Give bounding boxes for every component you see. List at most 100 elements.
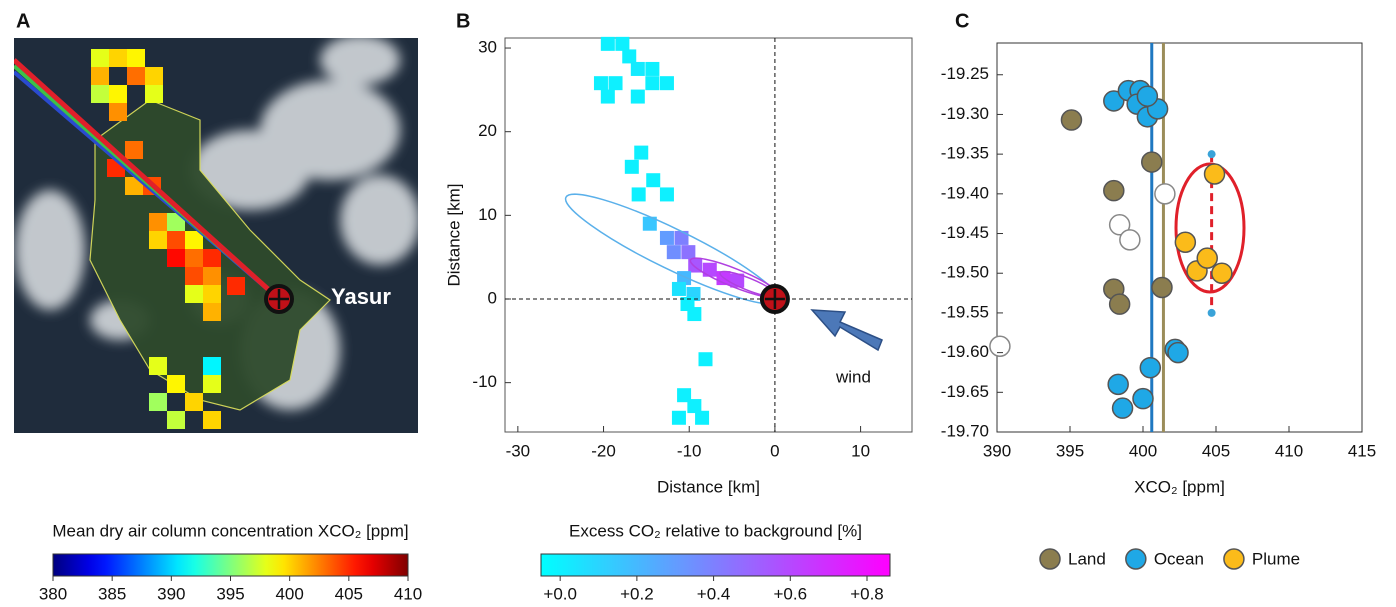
panel-label: C — [955, 10, 969, 32]
colorbar-title: Excess CO₂ relative to background [%] — [569, 521, 862, 540]
x-tick-label: 10 — [851, 441, 870, 460]
x-tick-label: 415 — [1348, 441, 1376, 460]
colorbar-tick-label: +0.4 — [697, 584, 731, 603]
point — [1136, 85, 1159, 107]
plot-frame — [504, 37, 913, 433]
x-axis-label: XCO₂ [ppm] — [1134, 477, 1225, 496]
point — [1196, 247, 1218, 269]
plot-frame — [996, 42, 1363, 433]
cell — [630, 61, 645, 76]
y-tick-label: -19.65 — [941, 382, 989, 401]
colorbar-tick-label: 405 — [335, 584, 363, 603]
point — [1119, 229, 1141, 251]
pixel — [127, 49, 145, 67]
x-tick-label: 405 — [1202, 441, 1230, 460]
cell — [642, 216, 657, 231]
point — [1211, 262, 1233, 284]
y-tick-label: 10 — [478, 205, 497, 224]
x-tick-label: 395 — [1056, 441, 1084, 460]
pixel — [185, 231, 203, 249]
pixel — [203, 249, 221, 267]
colorbar-tick-label: +0.8 — [850, 584, 884, 603]
colorbar-tick-label: 385 — [98, 584, 126, 603]
pixel — [203, 357, 221, 375]
x-tick-label: 0 — [770, 441, 779, 460]
point — [1103, 90, 1125, 112]
point — [1060, 109, 1083, 131]
point — [1107, 373, 1129, 396]
cell — [624, 159, 639, 174]
x-tick-label: 410 — [1275, 441, 1303, 460]
pixel — [109, 85, 127, 103]
pixel — [203, 375, 221, 393]
pixel — [167, 375, 185, 393]
cell — [659, 187, 674, 202]
cell — [645, 61, 660, 76]
cell — [659, 230, 674, 245]
legend-swatch — [1125, 548, 1147, 570]
point — [1103, 179, 1125, 202]
point — [1167, 341, 1189, 364]
point — [1154, 183, 1176, 205]
pixel — [203, 411, 221, 429]
cell — [622, 49, 637, 64]
y-tick-label: -19.70 — [941, 421, 989, 440]
cells — [593, 36, 745, 425]
point — [1108, 214, 1131, 236]
y-axis-label: Distance [km] — [444, 184, 463, 287]
pixel — [125, 141, 143, 159]
x-axis-label: Distance [km] — [657, 477, 760, 496]
legend-swatch — [1223, 548, 1245, 570]
pixel — [167, 213, 185, 231]
y-tick-label: -19.45 — [941, 223, 989, 242]
point — [1141, 151, 1163, 173]
pixel — [109, 103, 127, 121]
y-tick-label: -19.30 — [941, 104, 989, 123]
wind-arrow — [810, 309, 883, 352]
panel-label: A — [16, 10, 30, 32]
volcano-cross — [764, 288, 785, 309]
x-tick-label: -10 — [677, 441, 702, 460]
error-cap — [1207, 308, 1216, 317]
colorbar-tick-label: 410 — [394, 584, 422, 603]
pixel — [149, 357, 167, 375]
cell — [631, 187, 646, 202]
colorbar-tick-label: 400 — [275, 584, 303, 603]
pixel — [91, 49, 109, 67]
cell — [695, 410, 710, 425]
colorbar-title: Mean dry air column concentration XCO₂ [… — [52, 521, 408, 540]
pixel — [149, 213, 167, 231]
error-cap — [1207, 150, 1216, 159]
cell — [671, 281, 686, 296]
cell — [600, 36, 615, 51]
point — [1108, 293, 1131, 315]
y-tick-label: 20 — [478, 121, 497, 140]
y-tick-label: -10 — [472, 372, 497, 391]
panel-label: B — [456, 10, 470, 32]
cell — [659, 76, 674, 91]
pixel — [185, 393, 203, 411]
cell — [666, 245, 681, 260]
cell — [687, 307, 702, 322]
colorbar — [540, 553, 891, 577]
wind-label: wind — [835, 367, 871, 386]
y-tick-label: -19.40 — [941, 183, 989, 202]
pixels — [91, 49, 245, 429]
pixel — [167, 411, 185, 429]
legend-label: Land — [1068, 549, 1106, 568]
map: Yasur — [14, 38, 418, 433]
pixel — [203, 285, 221, 303]
cell — [634, 145, 649, 160]
cell — [671, 410, 686, 425]
cell — [615, 36, 630, 51]
track — [14, 58, 281, 301]
colorbar-tick-label: 390 — [157, 584, 185, 603]
pixel — [185, 285, 203, 303]
y-tick-label: -19.60 — [941, 342, 989, 361]
cell — [593, 76, 608, 91]
cell — [681, 245, 696, 260]
y-tick-label: 30 — [478, 38, 497, 57]
cell — [600, 89, 615, 104]
pixel — [149, 231, 167, 249]
